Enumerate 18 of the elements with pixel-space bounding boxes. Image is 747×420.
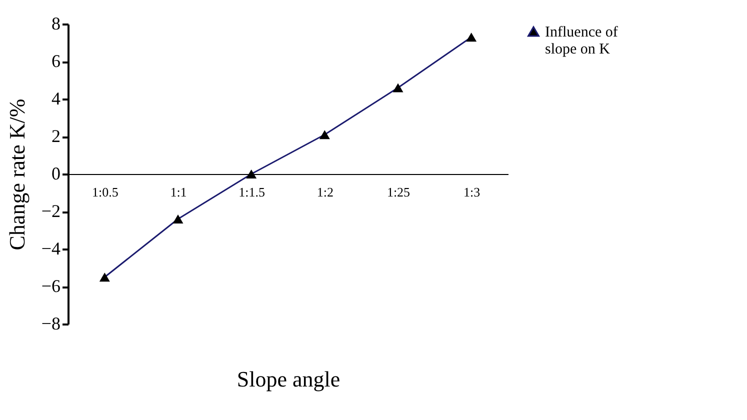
y-axis-title: Change rate K/% (4, 98, 30, 250)
y-tick-label: −6 (41, 276, 60, 296)
x-axis-title: Slope angle (236, 366, 340, 392)
y-tick-label: 8 (52, 14, 60, 34)
legend-label: Influence of slope on K (545, 24, 618, 58)
y-tick-label: −2 (41, 201, 60, 221)
y-tick-label: −4 (41, 238, 60, 258)
x-tick-label: 1:1 (170, 184, 187, 200)
y-tick-label: −8 (41, 314, 60, 334)
x-tick-label: 1:3 (464, 184, 480, 200)
x-tick-label: 1:0.5 (92, 184, 118, 200)
y-tick-label: 6 (52, 51, 60, 71)
y-tick-label: 0 (52, 164, 60, 184)
y-tick-label: 2 (52, 126, 60, 146)
y-tick-label: 4 (52, 88, 60, 108)
x-tick-label: 1:1.5 (238, 184, 266, 200)
x-tick-label: 1:2 (316, 184, 334, 200)
x-tick-label: 1:25 (386, 184, 410, 200)
